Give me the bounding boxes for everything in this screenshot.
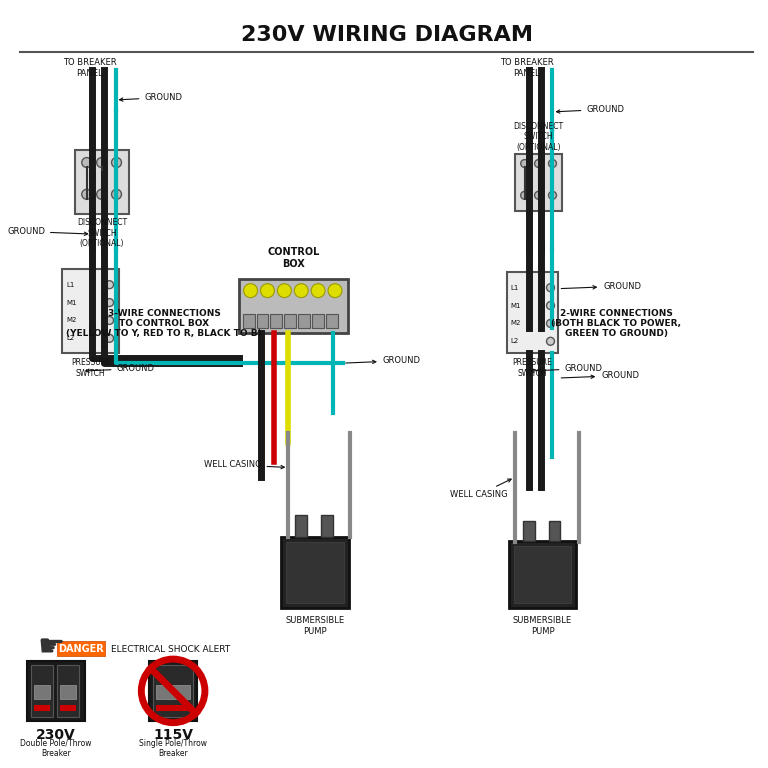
Bar	[149, 661, 197, 720]
Circle shape	[547, 302, 554, 310]
Circle shape	[521, 160, 528, 167]
Text: SUBMERSIBLE
PUMP: SUBMERSIBLE PUMP	[286, 617, 345, 636]
Circle shape	[105, 281, 114, 289]
Circle shape	[535, 160, 542, 167]
Text: GROUND: GROUND	[531, 364, 602, 373]
Circle shape	[547, 337, 554, 346]
Bar	[321, 515, 333, 537]
Bar	[60, 685, 76, 699]
Bar	[156, 685, 190, 699]
Text: PRESSURE
SWITCH: PRESSURE SWITCH	[71, 358, 111, 378]
Circle shape	[521, 191, 528, 199]
Circle shape	[105, 316, 114, 324]
Text: ELECTRICAL SHOCK ALERT: ELECTRICAL SHOCK ALERT	[111, 644, 230, 654]
Text: ☛: ☛	[37, 634, 65, 663]
Bar	[270, 314, 283, 329]
Bar	[156, 705, 190, 710]
Text: 230V: 230V	[36, 727, 76, 742]
Text: WELL CASING: WELL CASING	[450, 479, 511, 499]
Text: PRESSURE
SWITCH: PRESSURE SWITCH	[513, 358, 552, 378]
Circle shape	[111, 190, 121, 199]
Circle shape	[81, 157, 91, 167]
Text: DISCONNECT
SWITCH
(OPTIONAL): DISCONNECT SWITCH (OPTIONAL)	[77, 218, 127, 248]
Bar	[74, 150, 130, 214]
Bar	[326, 314, 338, 329]
Bar	[514, 546, 571, 604]
Bar	[298, 314, 310, 329]
Circle shape	[328, 283, 342, 297]
Bar	[257, 314, 269, 329]
Bar	[31, 665, 53, 717]
Text: 3-WIRE CONNECTIONS
TO CONTROL BOX
(YELLOW TO Y, RED TO R, BLACK TO B): 3-WIRE CONNECTIONS TO CONTROL BOX (YELLO…	[66, 309, 262, 339]
Bar	[281, 537, 349, 608]
Circle shape	[81, 190, 91, 199]
Circle shape	[97, 157, 107, 167]
Text: Double Pole/Throw
Breaker: Double Pole/Throw Breaker	[20, 739, 91, 758]
Text: GROUND: GROUND	[346, 356, 421, 365]
Bar	[507, 272, 558, 353]
Bar	[60, 705, 76, 710]
Text: CONTROL
BOX: CONTROL BOX	[267, 247, 319, 269]
Bar	[34, 705, 50, 710]
Text: GROUND: GROUND	[86, 364, 154, 373]
Text: L1: L1	[511, 285, 519, 290]
Bar	[27, 661, 84, 720]
Bar	[154, 665, 193, 717]
Circle shape	[105, 299, 114, 306]
Bar	[57, 665, 79, 717]
Circle shape	[311, 283, 325, 297]
Bar	[57, 641, 104, 656]
Circle shape	[535, 191, 542, 199]
Bar	[523, 521, 535, 541]
Bar	[34, 685, 50, 699]
Bar	[239, 279, 348, 333]
Text: TO BREAKER
PANEL: TO BREAKER PANEL	[500, 58, 554, 78]
Bar	[515, 154, 562, 211]
Text: GROUND: GROUND	[561, 282, 641, 290]
Text: M2: M2	[67, 317, 78, 323]
Circle shape	[277, 283, 291, 297]
Text: SUBMERSIBLE
PUMP: SUBMERSIBLE PUMP	[513, 617, 572, 636]
Bar	[312, 314, 324, 329]
Text: GROUND: GROUND	[561, 371, 639, 380]
Circle shape	[111, 157, 121, 167]
Circle shape	[548, 191, 557, 199]
Text: DISCONNECT
SWITCH
(OPTIONAL): DISCONNECT SWITCH (OPTIONAL)	[514, 122, 564, 151]
Bar	[243, 314, 254, 329]
Bar	[508, 541, 576, 608]
Text: GROUND: GROUND	[120, 93, 182, 102]
Bar	[286, 542, 344, 604]
Text: Single Pole/Throw
Breaker: Single Pole/Throw Breaker	[139, 739, 207, 758]
Circle shape	[97, 190, 107, 199]
Bar	[284, 314, 296, 329]
Text: L1: L1	[67, 282, 75, 288]
Text: GROUND: GROUND	[557, 105, 624, 114]
Circle shape	[547, 283, 554, 292]
Circle shape	[294, 283, 308, 297]
Bar	[295, 515, 307, 537]
Text: L2: L2	[67, 336, 75, 341]
Bar	[548, 521, 561, 541]
Text: 2-WIRE CONNECTIONS
(BOTH BLACK TO POWER,
GREEN TO GROUND): 2-WIRE CONNECTIONS (BOTH BLACK TO POWER,…	[551, 309, 681, 339]
Text: M1: M1	[511, 303, 521, 309]
Text: DANGER: DANGER	[58, 644, 104, 654]
Circle shape	[243, 283, 257, 297]
Text: 115V: 115V	[153, 727, 193, 742]
Circle shape	[548, 160, 557, 167]
Circle shape	[260, 283, 274, 297]
Text: GROUND: GROUND	[7, 227, 88, 236]
Bar	[62, 269, 120, 353]
Text: M2: M2	[511, 320, 521, 326]
Text: TO BREAKER
PANEL: TO BREAKER PANEL	[63, 58, 117, 78]
Text: 230V WIRING DIAGRAM: 230V WIRING DIAGRAM	[240, 25, 533, 45]
Text: M1: M1	[67, 300, 78, 306]
Text: L2: L2	[511, 338, 519, 344]
Text: WELL CASING: WELL CASING	[204, 461, 284, 469]
Circle shape	[547, 319, 554, 327]
Circle shape	[105, 334, 114, 343]
